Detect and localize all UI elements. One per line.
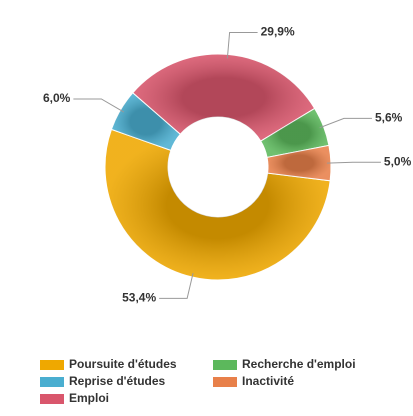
legend-label: Poursuite d'études xyxy=(69,357,177,371)
donut xyxy=(104,53,332,281)
labels: 53,4% 6,0% 29,9% 5,6% 5,0% xyxy=(43,25,412,305)
legend-label: Emploi xyxy=(69,391,109,405)
legend: Poursuite d'études Reprise d'études Emploi… xyxy=(40,357,356,405)
legend-swatch xyxy=(213,377,237,387)
legend-label: Recherche d'emploi xyxy=(242,357,356,371)
value-label: 29,9% xyxy=(261,25,295,39)
leader-line xyxy=(73,98,125,113)
legend-swatch xyxy=(40,394,64,404)
legend-label: Inactivité xyxy=(242,374,294,388)
legend-label: Reprise d'études xyxy=(69,374,166,388)
leader-line xyxy=(226,31,258,59)
value-label: 5,0% xyxy=(384,154,412,168)
value-label: 5,6% xyxy=(375,111,403,125)
leader-line xyxy=(326,161,381,164)
leader-line xyxy=(319,117,372,129)
legend-swatch xyxy=(213,360,237,370)
leader-line xyxy=(159,272,194,299)
value-label: 53,4% xyxy=(122,291,156,305)
legend-swatch xyxy=(40,360,64,370)
value-label: 6,0% xyxy=(43,91,71,105)
legend-swatch xyxy=(40,377,64,387)
